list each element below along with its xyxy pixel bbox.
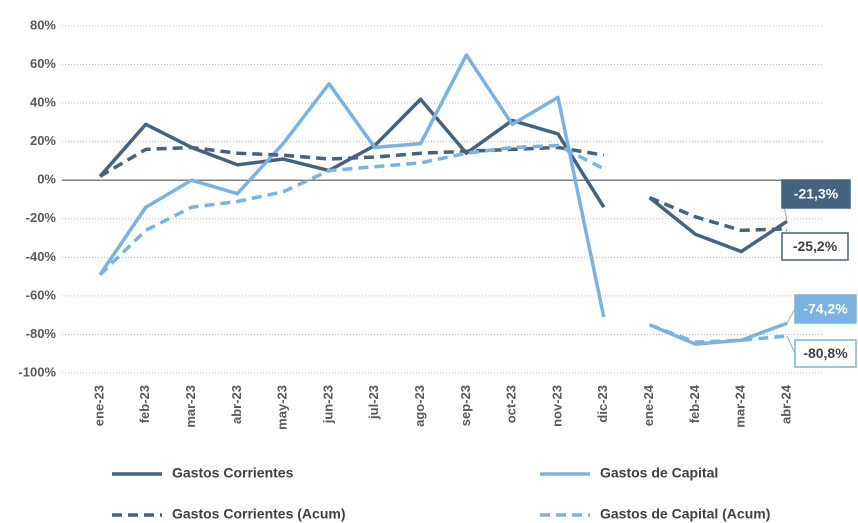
legend-label: Gastos de Capital (600, 465, 718, 481)
x-tick-label: feb-23 (137, 385, 152, 423)
y-tick-label: 20% (30, 133, 56, 148)
x-tick-label: jul-23 (366, 385, 381, 420)
data-label: -21,3% (794, 186, 839, 202)
label-box (781, 179, 851, 209)
data-label: -80,8% (803, 345, 848, 361)
series-line (98, 53, 788, 346)
x-tick-label: may-23 (275, 385, 290, 430)
label-box (794, 339, 857, 368)
x-tick-label: oct-23 (504, 385, 519, 423)
data-label: -25,2% (793, 238, 838, 254)
x-tick-label: feb-24 (687, 384, 702, 423)
x-tick-label: abr-23 (229, 385, 244, 424)
data-label: -74,2% (803, 301, 848, 317)
y-tick-label: -60% (26, 287, 57, 302)
x-tick-label: nov-23 (549, 385, 564, 427)
legend-label: Gastos Corrientes (172, 465, 294, 481)
x-tick-label: ene-23 (91, 385, 106, 426)
y-tick-label: -80% (26, 326, 57, 341)
y-tick-label: -20% (26, 210, 57, 225)
x-tick-label: jun-23 (320, 385, 335, 424)
leader-line (786, 335, 796, 354)
y-tick-label: 60% (30, 56, 56, 71)
y-tick-label: 40% (30, 95, 56, 110)
y-tick-label: 80% (30, 17, 56, 32)
x-tick-label: ago-23 (412, 385, 427, 427)
leader-line (786, 308, 796, 324)
series-line (99, 145, 788, 233)
series-line (98, 143, 788, 344)
y-tick-label: -40% (26, 249, 57, 264)
x-tick-label: mar-23 (183, 385, 198, 428)
label-box (794, 294, 857, 324)
y-tick-label: -100% (18, 364, 56, 379)
series-line (98, 97, 788, 254)
y-tick-label: 0% (37, 172, 56, 187)
x-tick-label: abr-24 (778, 384, 793, 424)
x-tick-label: mar-24 (733, 384, 748, 427)
x-tick-label: sep-23 (458, 385, 473, 426)
x-tick-label: ene-24 (641, 384, 656, 426)
label-box (781, 232, 849, 261)
legend-label: Gastos de Capital (Acum) (600, 506, 770, 522)
x-tick-label: dic-23 (595, 385, 610, 423)
legend-label: Gastos Corrientes (Acum) (172, 506, 345, 522)
